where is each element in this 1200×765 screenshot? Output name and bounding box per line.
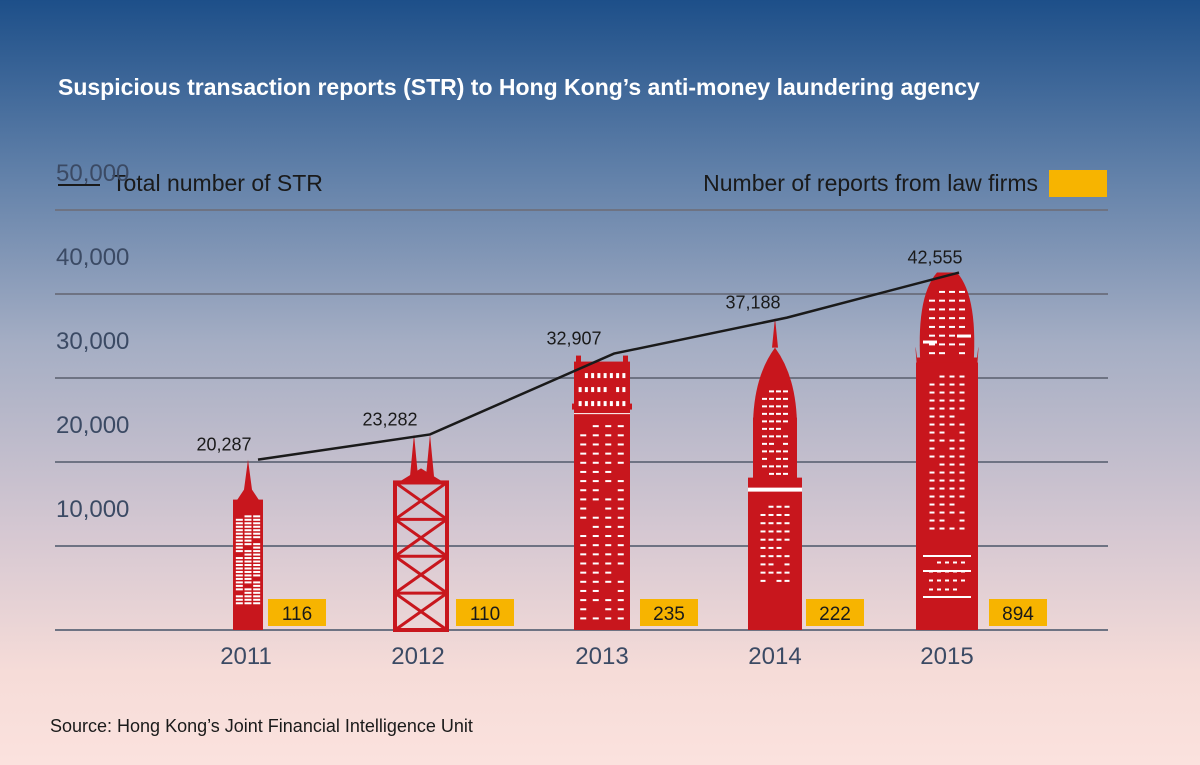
law-firm-badge <box>268 599 326 626</box>
building-2015 <box>915 272 979 630</box>
y-tick-label: 40,000 <box>56 244 129 271</box>
str-value-label: 37,188 <box>725 293 780 313</box>
y-tick-label: 30,000 <box>56 328 129 355</box>
x-tick-label: 2014 <box>748 643 801 670</box>
law-firm-value-label: 116 <box>282 604 312 625</box>
law-firm-value-label: 110 <box>470 604 500 625</box>
legend-bar-label: Number of reports from law firms <box>703 170 1038 196</box>
law-firm-badge <box>640 599 698 626</box>
str-value-label: 42,555 <box>907 248 962 268</box>
y-tick-label: 10,000 <box>56 496 129 523</box>
law-firm-value-label: 894 <box>1002 604 1034 625</box>
y-tick-label: 50,000 <box>56 160 129 187</box>
legend-line-label: Total number of STR <box>112 170 323 196</box>
x-tick-label: 2012 <box>391 643 444 670</box>
legend-bar-swatch <box>1049 170 1107 197</box>
chart-title: Suspicious transaction reports (STR) to … <box>58 74 980 100</box>
law-firm-badge <box>456 599 514 626</box>
y-tick-label: 20,000 <box>56 412 129 439</box>
source-note: Source: Hong Kong’s Joint Financial Inte… <box>50 716 473 736</box>
building-2013 <box>572 355 632 630</box>
law-firm-value-label: 235 <box>653 604 685 625</box>
building-2012 <box>393 434 449 633</box>
str-total-line <box>257 271 960 461</box>
legend-line-swatch <box>58 184 100 186</box>
x-tick-label: 2015 <box>920 643 973 670</box>
x-tick-label: 2011 <box>220 643 272 670</box>
str-value-label: 20,287 <box>196 435 251 455</box>
str-value-label: 32,907 <box>546 329 601 349</box>
building-2011 <box>233 459 263 630</box>
law-firm-badge <box>989 599 1047 626</box>
str-value-label: 23,282 <box>362 409 417 429</box>
law-firm-badge <box>806 599 864 626</box>
x-tick-label: 2013 <box>575 643 628 670</box>
law-firm-value-label: 222 <box>819 604 851 625</box>
building-2014 <box>748 317 802 630</box>
